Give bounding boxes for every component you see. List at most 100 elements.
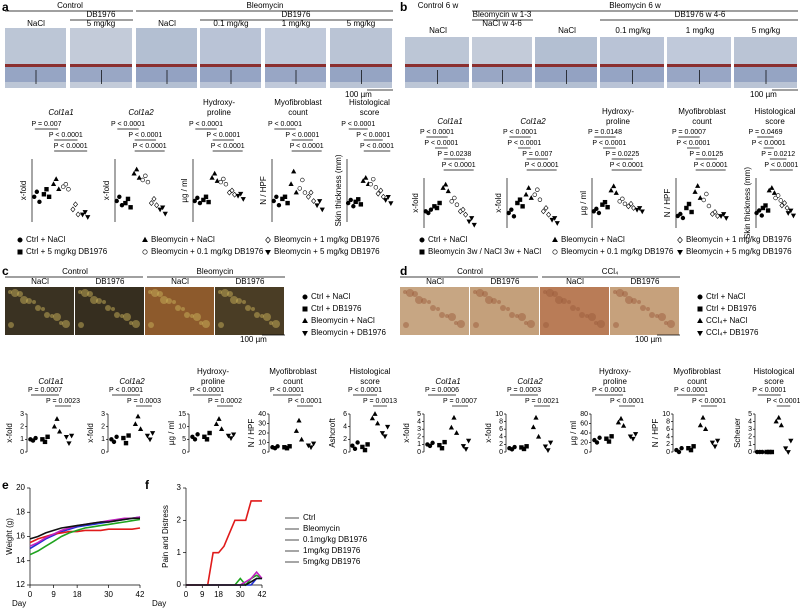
data-point bbox=[308, 189, 314, 196]
data-point bbox=[197, 200, 203, 206]
data-point bbox=[297, 186, 302, 191]
data-point bbox=[520, 204, 525, 209]
p-value: P < 0.0001 bbox=[610, 162, 644, 169]
texture bbox=[646, 307, 650, 311]
panel-letter: a bbox=[2, 0, 9, 14]
data-point bbox=[460, 444, 466, 449]
data-point bbox=[692, 189, 698, 194]
texture bbox=[87, 291, 93, 297]
data-point bbox=[463, 447, 469, 452]
y-tick-label: 2 bbox=[177, 515, 182, 524]
dermis-band bbox=[472, 66, 532, 82]
data-point bbox=[617, 199, 622, 204]
header-label: 5 mg/kg bbox=[752, 26, 780, 35]
data-point bbox=[157, 207, 163, 213]
data-point bbox=[371, 176, 376, 182]
p-value: P = 0.0003 bbox=[127, 398, 161, 405]
legend-marker bbox=[142, 249, 148, 255]
data-point bbox=[69, 433, 75, 439]
legend-label: Bleomycin + 1 mg/kg DB1976 bbox=[686, 235, 792, 244]
texture bbox=[78, 322, 84, 328]
data-point bbox=[706, 203, 712, 209]
data-point bbox=[276, 203, 282, 208]
data-point bbox=[721, 212, 727, 217]
texture bbox=[637, 300, 641, 304]
data-point bbox=[221, 176, 226, 182]
data-point bbox=[521, 446, 527, 452]
plot-title: score bbox=[360, 108, 380, 117]
texture bbox=[406, 289, 414, 297]
texture bbox=[506, 307, 510, 311]
legend-label: Ctrl + NaCl bbox=[311, 292, 351, 301]
texture bbox=[552, 291, 558, 297]
data-point bbox=[759, 213, 764, 218]
texture bbox=[412, 291, 418, 297]
texture bbox=[576, 307, 580, 311]
data-point bbox=[148, 200, 154, 207]
data-point bbox=[506, 210, 511, 216]
epidermis-band bbox=[405, 64, 469, 67]
y-tick-label: 14 bbox=[16, 556, 25, 565]
series-line bbox=[29, 527, 141, 544]
data-point bbox=[625, 203, 631, 210]
y-tick-label: 0 bbox=[20, 449, 24, 456]
data-point bbox=[293, 189, 299, 195]
data-point bbox=[760, 449, 765, 455]
p-value: P = 0.0002 bbox=[208, 398, 242, 405]
data-point bbox=[50, 181, 57, 187]
series-line bbox=[29, 517, 140, 540]
data-point bbox=[126, 433, 131, 438]
epidermis-band bbox=[600, 64, 664, 67]
data-point bbox=[515, 200, 520, 206]
data-point bbox=[296, 417, 302, 423]
legend-label: Bleomycin + NaCl bbox=[311, 316, 375, 325]
data-point bbox=[299, 436, 305, 442]
header-label: Bleomycin bbox=[247, 1, 284, 10]
legend-marker bbox=[302, 306, 308, 312]
data-point bbox=[73, 201, 78, 208]
data-point bbox=[348, 197, 353, 203]
texture bbox=[148, 322, 154, 328]
y-axis-label: Weight (g) bbox=[5, 518, 14, 555]
data-point bbox=[195, 195, 200, 201]
data-point bbox=[426, 210, 431, 216]
texture bbox=[272, 320, 280, 328]
epidermis-band bbox=[200, 64, 261, 67]
texture bbox=[175, 305, 181, 311]
data-point bbox=[365, 442, 370, 447]
data-point bbox=[140, 177, 145, 183]
y-tick-label: 2 bbox=[20, 424, 24, 431]
data-point bbox=[783, 446, 789, 452]
dermis-band bbox=[136, 66, 197, 82]
data-point bbox=[216, 416, 222, 421]
data-point bbox=[369, 415, 375, 421]
data-point bbox=[526, 185, 532, 190]
data-point bbox=[372, 411, 378, 416]
y-axis-label: N / HPF bbox=[247, 419, 256, 448]
texture bbox=[415, 296, 423, 304]
plot-title: Histological bbox=[349, 98, 390, 107]
dermis-band bbox=[70, 66, 132, 82]
texture bbox=[8, 322, 14, 328]
y-axis-label: x-fold bbox=[86, 423, 95, 443]
data-point bbox=[162, 211, 168, 217]
data-point bbox=[204, 437, 210, 442]
header-label: NaCl bbox=[171, 277, 189, 286]
data-point bbox=[123, 440, 129, 446]
data-point bbox=[517, 197, 523, 202]
data-point bbox=[117, 194, 122, 200]
data-point bbox=[469, 216, 475, 221]
data-point bbox=[594, 206, 599, 212]
y-tick-label: 2 bbox=[666, 441, 670, 448]
data-point bbox=[56, 186, 62, 192]
dermis-band bbox=[200, 66, 261, 82]
data-point bbox=[608, 187, 614, 193]
legend-label: 5mg/kg DB1976 bbox=[303, 557, 361, 566]
data-point bbox=[530, 424, 536, 430]
data-point bbox=[34, 189, 40, 194]
y-tick-label: 10 bbox=[495, 411, 503, 418]
x-tick-label: 0 bbox=[184, 590, 189, 599]
legend-marker bbox=[302, 330, 308, 337]
